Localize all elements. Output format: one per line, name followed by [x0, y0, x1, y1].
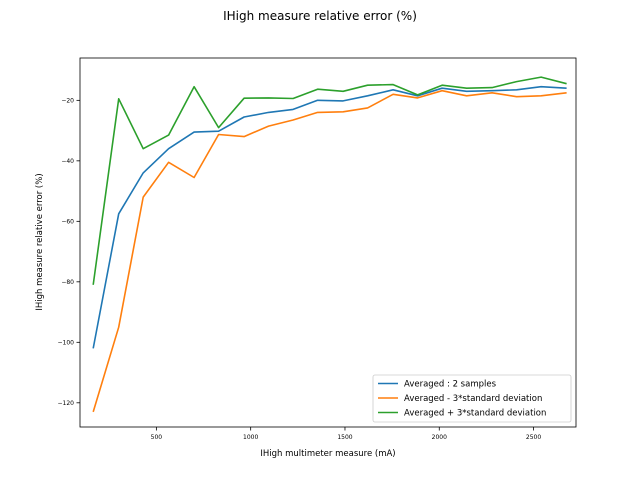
- y-tick-label: −120: [58, 400, 75, 407]
- legend: Averaged : 2 samples Averaged - 3*standar…: [372, 374, 572, 423]
- series-line-1: [92, 85, 567, 349]
- x-axis-label: IHigh multimeter measure (mA): [260, 449, 395, 459]
- y-tick-label: −20: [61, 97, 74, 104]
- series-line-3: [92, 76, 567, 285]
- x-tick-label: 500: [151, 434, 163, 441]
- y-tick-label: −40: [61, 158, 74, 165]
- y-tick-label: −80: [61, 279, 74, 286]
- chart-title: IHigh measure relative error (%): [223, 9, 417, 23]
- x-tick-label: 2500: [526, 434, 541, 441]
- legend-box: [372, 374, 572, 423]
- legend-label-3: Averaged + 3*standard deviation: [404, 409, 546, 419]
- y-tick-label: −60: [61, 218, 74, 225]
- x-tick-label: 1500: [337, 434, 352, 441]
- series-line-2: [92, 89, 567, 413]
- legend-label-1: Averaged : 2 samples: [404, 380, 497, 390]
- x-tick-label: 1000: [243, 434, 258, 441]
- y-tick-label: −100: [58, 339, 75, 346]
- axes-frame: [79, 57, 577, 428]
- x-tick-label: 2000: [432, 434, 447, 441]
- axis-ticks: 500 1000 1500 2000 2500 −120 −100 −80 −60 −40 −20: [58, 97, 542, 441]
- plot-area: [92, 76, 567, 413]
- legend-label-2: Averaged - 3*standard deviation: [404, 394, 542, 404]
- y-axis-label: IHigh measure relative error (%): [35, 173, 45, 310]
